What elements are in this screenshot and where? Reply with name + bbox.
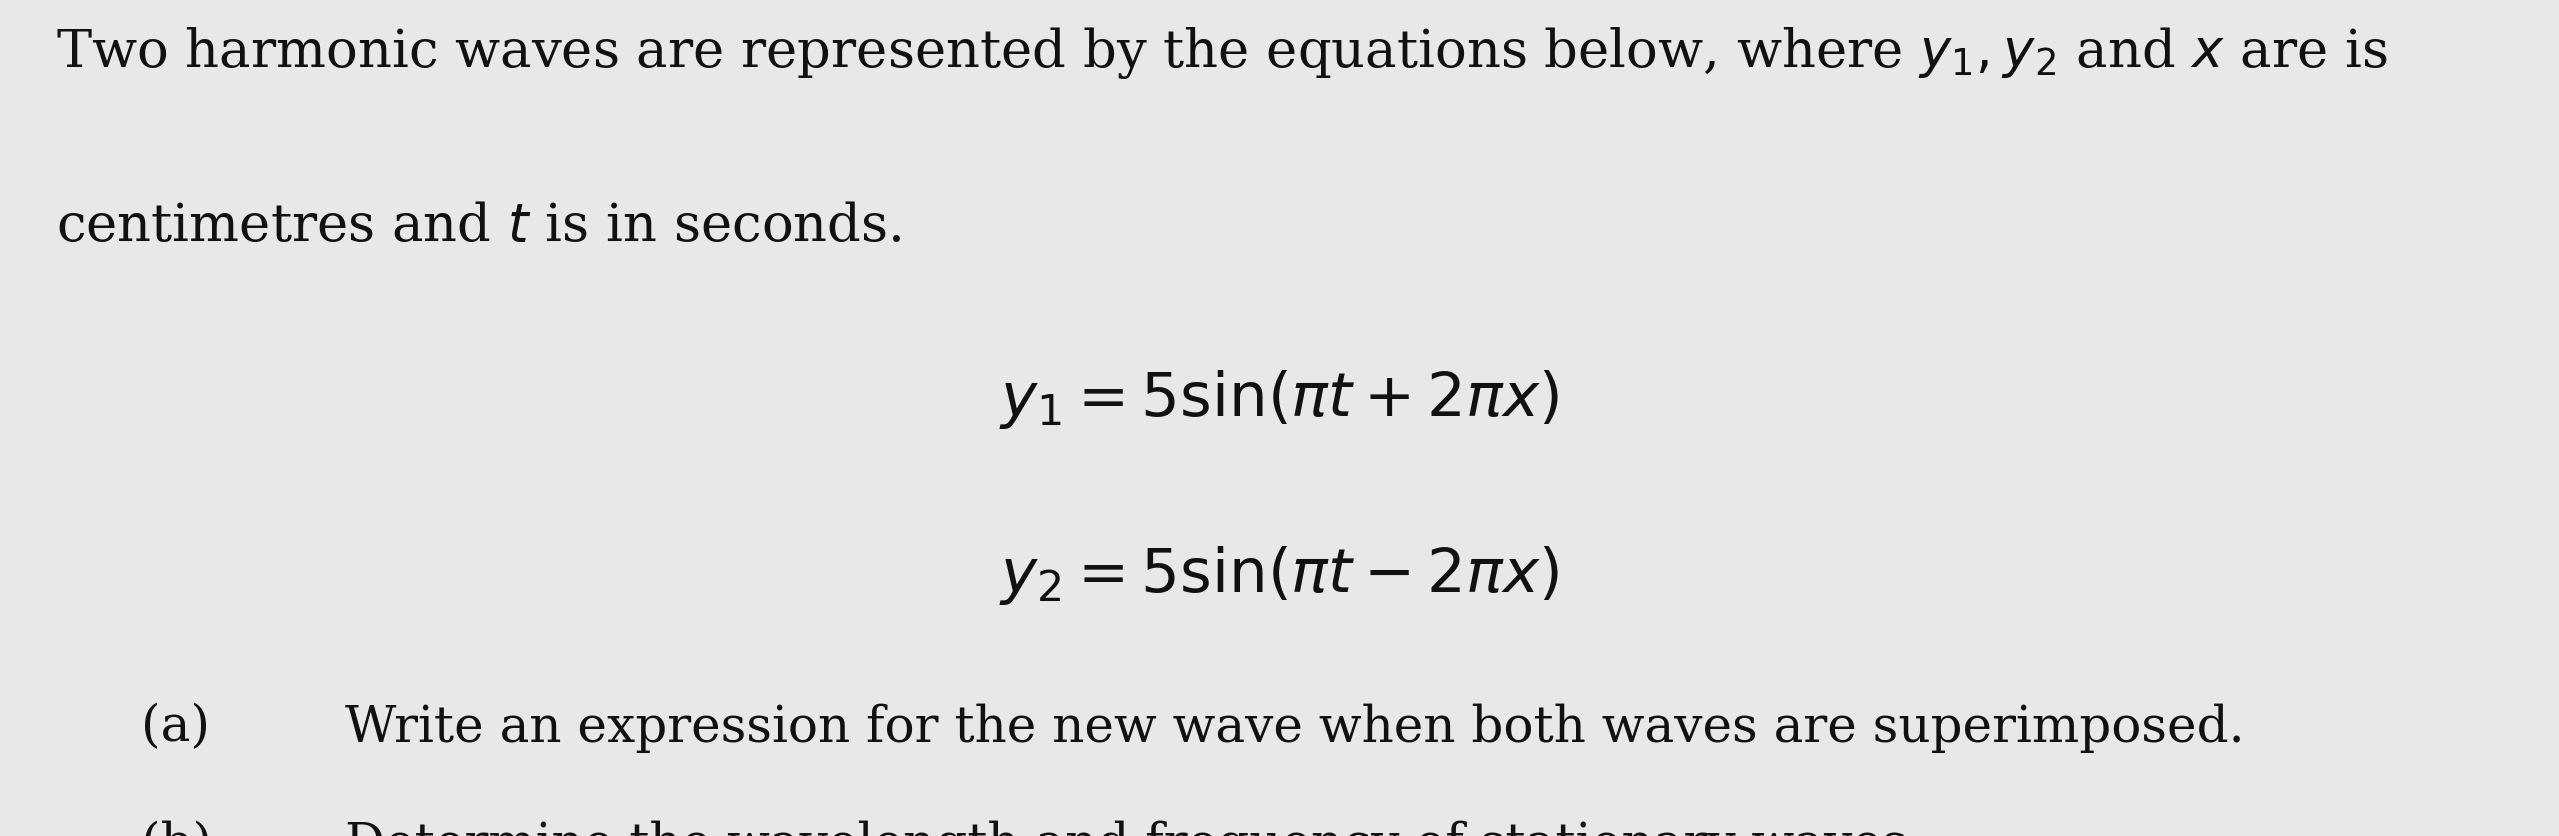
Text: Two harmonic waves are represented by the equations below, where $y_1, y_2$ and : Two harmonic waves are represented by th… — [56, 25, 2388, 81]
Text: $y_1 = 5 \sin(\pi t + 2\pi x)$: $y_1 = 5 \sin(\pi t + 2\pi x)$ — [1001, 368, 1558, 431]
Text: Write an expression for the new wave when both waves are superimposed.: Write an expression for the new wave whe… — [345, 702, 2244, 752]
Text: Determine the wavelength and frequency of stationary waves.: Determine the wavelength and frequency o… — [345, 819, 1924, 836]
Text: (b): (b) — [141, 819, 212, 836]
Text: $y_2 = 5 \sin(\pi t - 2\pi x)$: $y_2 = 5 \sin(\pi t - 2\pi x)$ — [1001, 543, 1558, 606]
Text: centimetres and $t$ is in seconds.: centimetres and $t$ is in seconds. — [56, 201, 901, 252]
Text: (a): (a) — [141, 702, 210, 752]
